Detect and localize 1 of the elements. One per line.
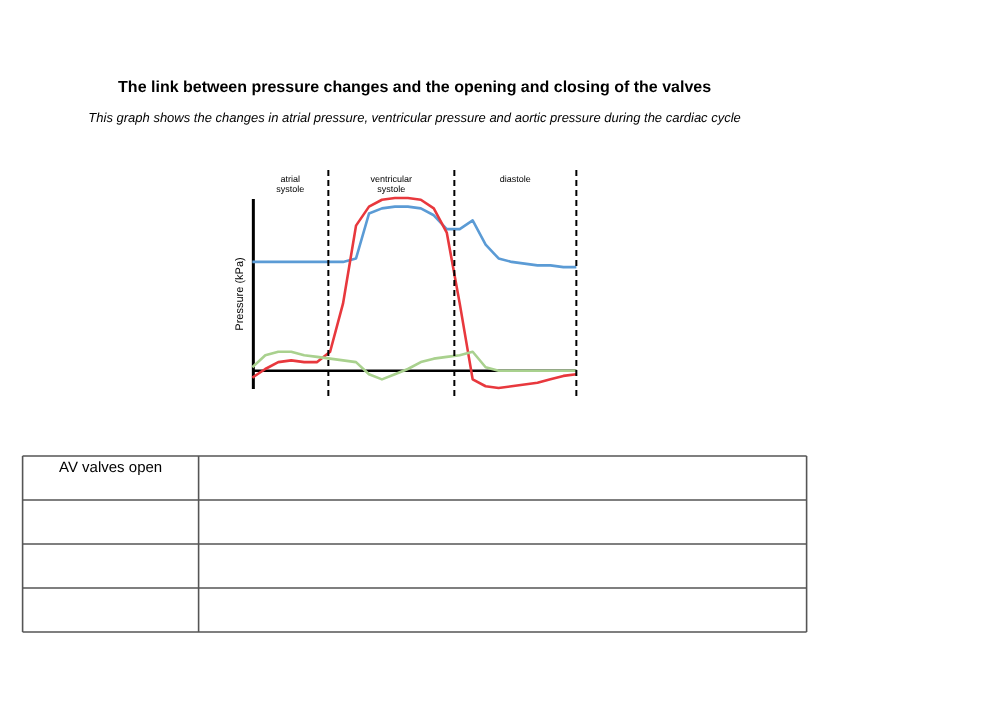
chart-title: The link between pressure changes and the opening and closing of the valves: [118, 78, 713, 96]
